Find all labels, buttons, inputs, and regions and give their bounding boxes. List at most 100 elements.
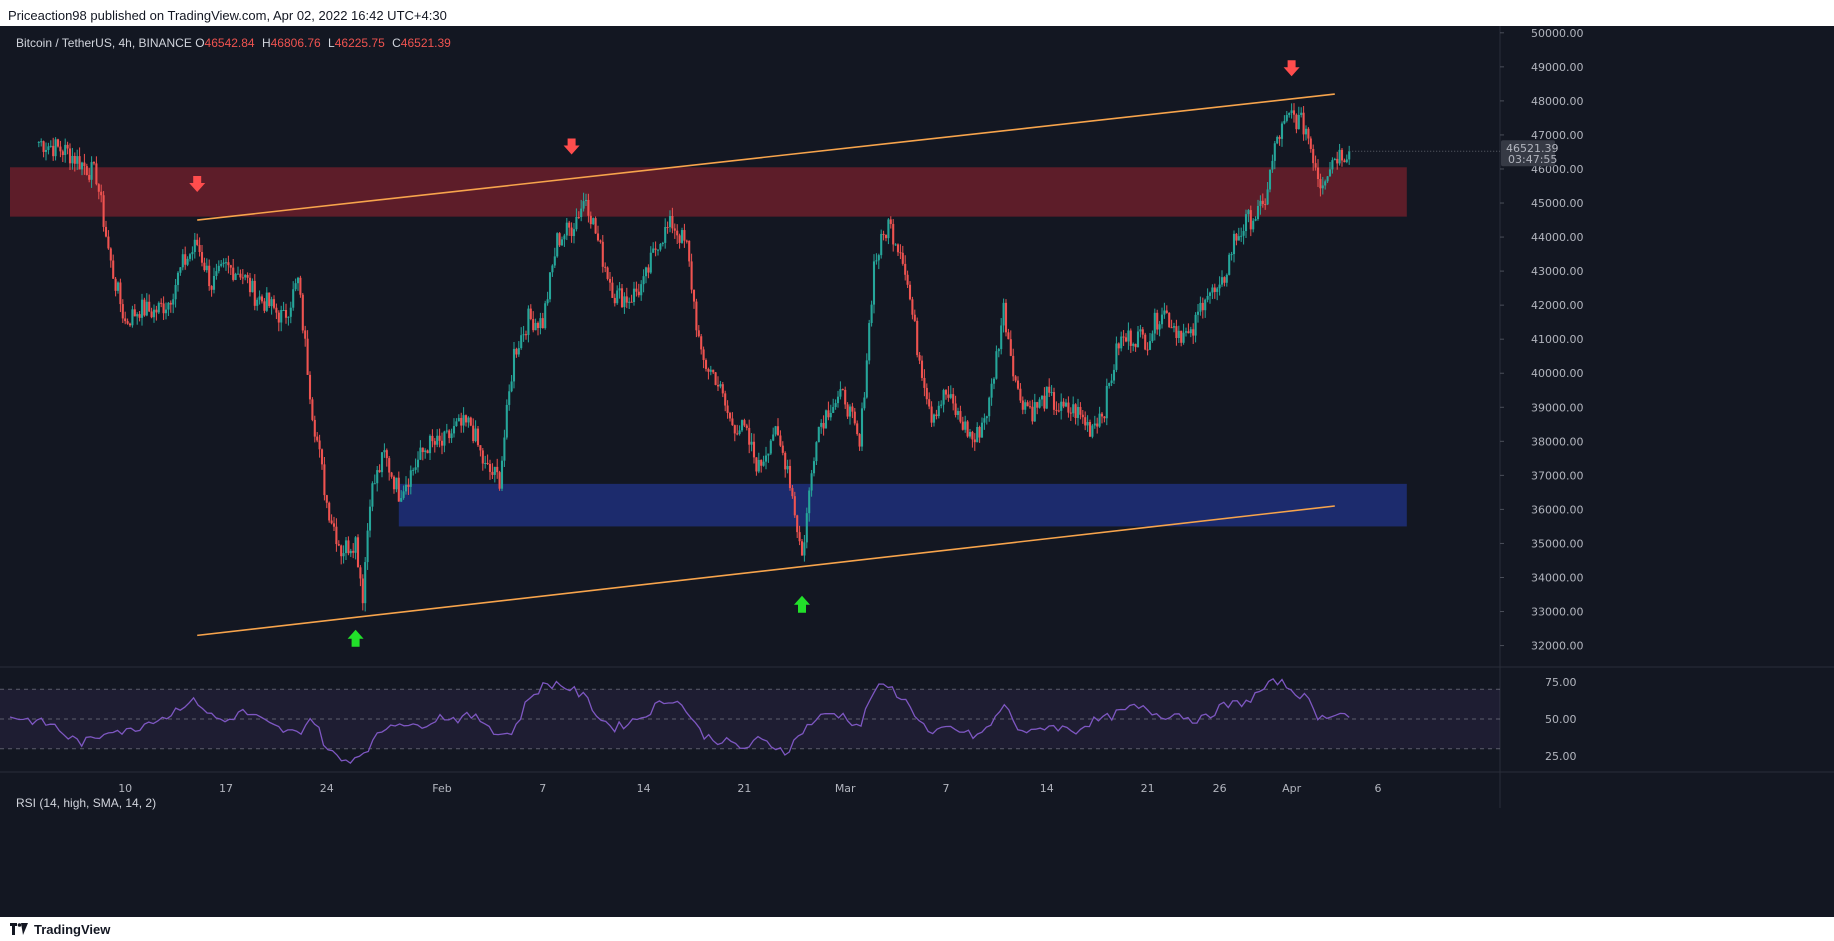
rsi-indicator-label[interactable]: RSI (14, high, SMA, 14, 2) — [16, 796, 157, 810]
candle — [551, 265, 554, 273]
candle — [548, 272, 552, 300]
candle — [1300, 112, 1303, 115]
candle — [476, 428, 480, 446]
candle — [949, 394, 952, 398]
candle — [983, 418, 986, 423]
chart-frame[interactable]: 32000.00 33000.00 34000.00 35000.00 36000.00… — [0, 26, 1834, 917]
candle — [416, 459, 420, 468]
candle — [280, 310, 283, 323]
candle — [877, 255, 880, 261]
candle — [88, 175, 91, 180]
candle — [1000, 325, 1003, 350]
candle — [498, 472, 501, 489]
candle — [1163, 310, 1166, 315]
candle — [512, 348, 516, 382]
candle — [527, 308, 530, 336]
up-arrow-icon[interactable] — [347, 629, 364, 647]
candle — [277, 312, 280, 323]
candle — [373, 483, 376, 485]
candle — [601, 241, 604, 267]
candle — [1146, 349, 1149, 351]
candle — [124, 318, 127, 322]
candle — [791, 488, 794, 497]
candle — [188, 254, 192, 259]
candle — [628, 301, 631, 303]
candle — [608, 278, 612, 283]
candle — [464, 415, 468, 423]
candle — [630, 301, 633, 303]
candle — [1264, 204, 1267, 206]
channel-bottom-trendline[interactable] — [197, 505, 1335, 637]
candle — [695, 301, 698, 331]
candle — [433, 441, 436, 445]
candle — [392, 476, 396, 490]
candle — [215, 271, 218, 276]
candle — [532, 319, 535, 331]
candle — [448, 430, 451, 439]
down-arrow-icon[interactable] — [1283, 60, 1300, 77]
candle — [239, 273, 242, 278]
date-tick-label: 14 — [1040, 782, 1054, 795]
candle — [352, 550, 355, 553]
down-arrow-icon[interactable] — [563, 138, 580, 155]
candle — [457, 417, 460, 422]
candle — [505, 404, 508, 438]
candle — [92, 162, 96, 164]
candle — [774, 426, 777, 435]
footer-brand-text: TradingView — [34, 921, 111, 937]
chart-canvas[interactable]: 32000.00 33000.00 34000.00 35000.00 36000.00… — [0, 26, 1834, 917]
candle — [1304, 128, 1308, 135]
candle — [356, 537, 360, 568]
candle — [1225, 274, 1228, 283]
candle — [1321, 185, 1324, 189]
candle — [1040, 395, 1044, 400]
price-tick-label: 43000.00 — [1531, 265, 1584, 278]
candle — [611, 282, 614, 298]
channel-top-trendline[interactable] — [197, 93, 1335, 221]
candle — [637, 291, 640, 296]
price-tick-label: 33000.00 — [1531, 606, 1584, 619]
candle — [1021, 400, 1024, 410]
up-arrow-icon[interactable] — [794, 595, 810, 613]
candle — [282, 309, 285, 311]
candle — [1319, 179, 1322, 189]
candle — [582, 201, 585, 209]
candle — [1280, 123, 1284, 139]
symbol-name[interactable]: Bitcoin / TetherUS, 4h, BINANCE — [16, 36, 192, 50]
candle — [191, 252, 194, 255]
candle — [500, 460, 504, 489]
candle — [1031, 406, 1034, 422]
candle — [832, 407, 835, 413]
candle — [256, 299, 259, 306]
candle — [748, 427, 751, 445]
candle — [1187, 331, 1190, 334]
candle — [474, 428, 477, 442]
candle — [1165, 310, 1168, 313]
candle — [558, 233, 561, 246]
high-label: H — [261, 36, 271, 50]
price-tick-label: 48000.00 — [1531, 95, 1584, 108]
resistance-zone — [10, 167, 1407, 217]
publish-caption: Priceaction98 published on TradingView.c… — [8, 8, 447, 23]
candle — [769, 440, 772, 454]
candle — [1110, 380, 1113, 384]
candle — [788, 465, 792, 489]
candle — [666, 227, 669, 229]
candle — [1182, 332, 1185, 343]
date-tick-label: 7 — [943, 782, 950, 795]
candle — [44, 149, 48, 152]
candle — [308, 374, 312, 400]
candle — [56, 139, 60, 147]
candle — [1062, 401, 1065, 407]
candle — [1120, 336, 1123, 349]
candle — [815, 442, 818, 462]
candle — [529, 308, 532, 320]
candle — [865, 360, 868, 398]
candle — [827, 410, 830, 418]
candle — [1343, 160, 1346, 163]
candle — [426, 450, 429, 454]
candle — [64, 144, 67, 156]
footer-brand[interactable]: TradingView — [10, 918, 110, 940]
down-arrow-icon[interactable] — [189, 176, 206, 192]
candle — [109, 248, 112, 261]
